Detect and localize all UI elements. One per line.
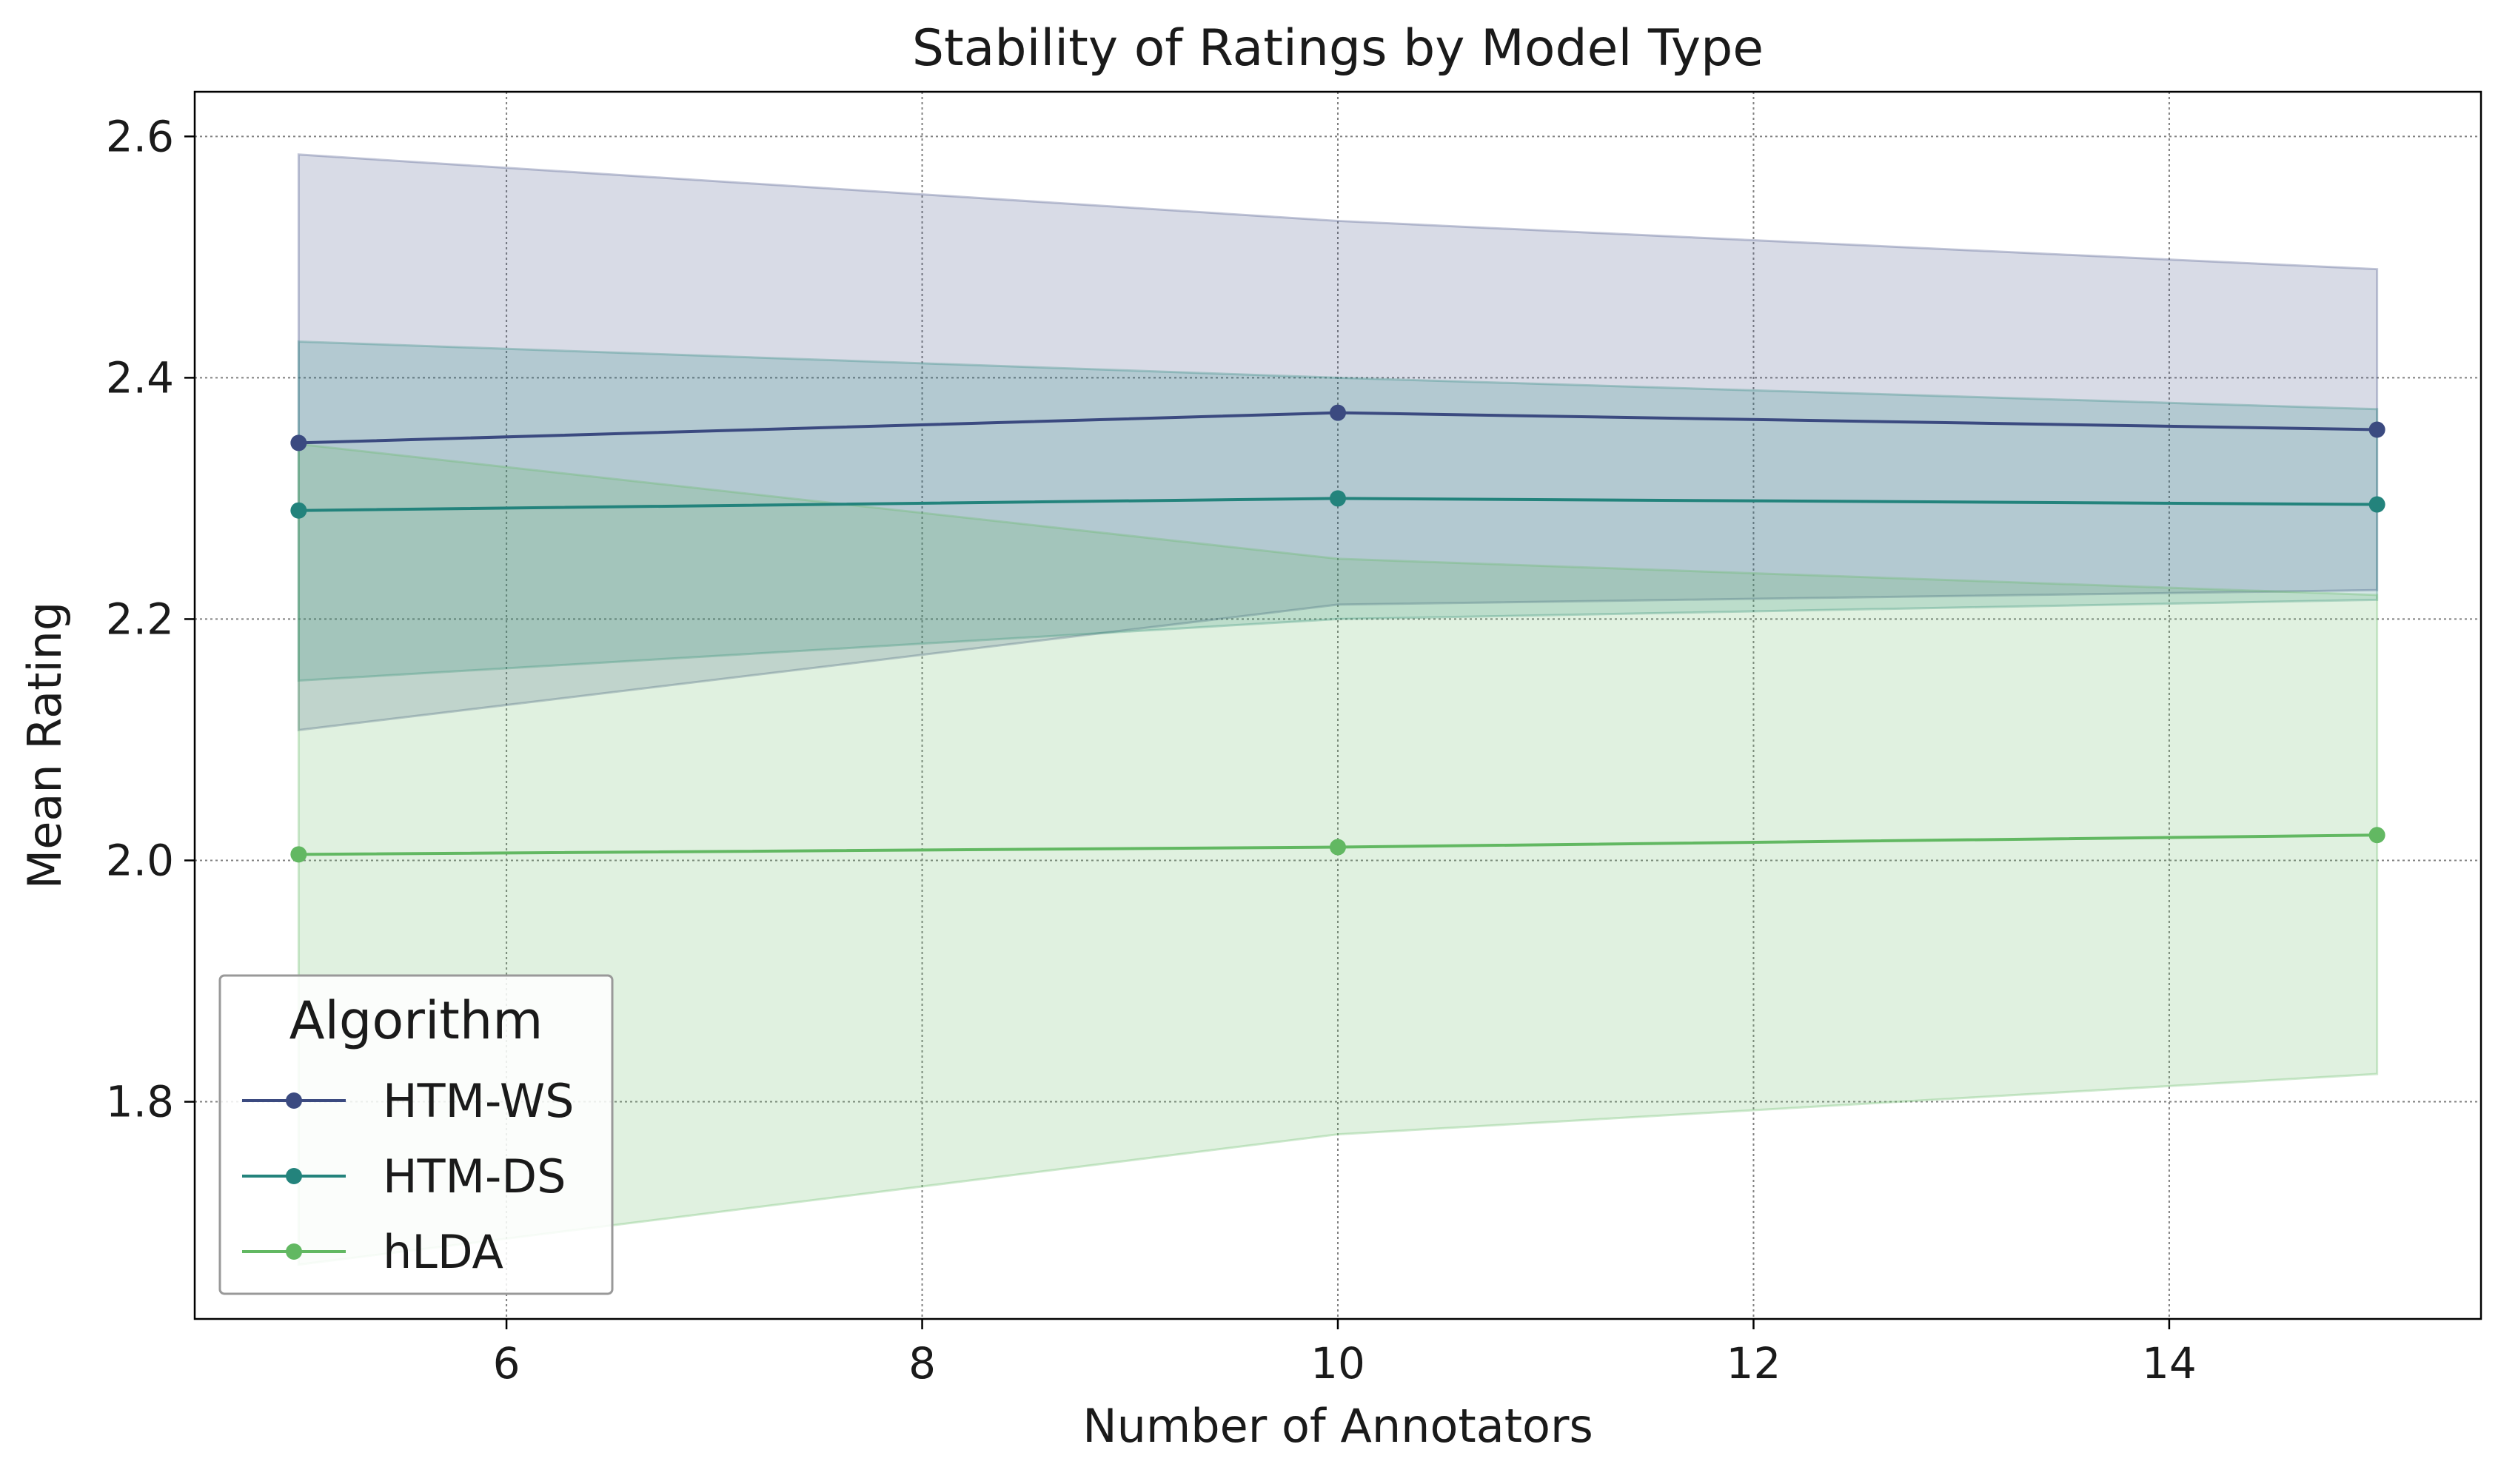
legend-label-htm-ds: HTM-DS — [383, 1149, 566, 1203]
legend-box — [218, 974, 614, 1295]
legend-title: Algorithm — [289, 990, 543, 1051]
chart-title: Stability of Ratings by Model Type — [912, 19, 1764, 78]
plot-frame — [193, 90, 2482, 1320]
legend-marker-htm-ds — [286, 1168, 302, 1184]
y-tick-label: 2.6 — [106, 111, 174, 161]
hlda-point — [1330, 839, 1346, 856]
legend-label-htm-ws: HTM-WS — [383, 1074, 575, 1128]
hlda-point — [290, 846, 307, 863]
x-tick-label: 14 — [2142, 1338, 2197, 1389]
x-tick-label: 12 — [1727, 1338, 1781, 1389]
x-tick-label: 8 — [908, 1338, 936, 1389]
htm-ds-band — [297, 340, 2379, 682]
hlda-point — [2368, 827, 2385, 844]
series-points — [290, 404, 2385, 863]
y-tick-label: 1.8 — [106, 1077, 174, 1127]
y-axis-ticks: 1.8 2.0 2.2 2.4 2.6 — [106, 111, 195, 1127]
htm-ws-point — [2368, 421, 2385, 438]
legend-label-hlda: hLDA — [383, 1225, 503, 1279]
htm-ds-point — [2368, 496, 2385, 513]
legend-items: HTM-WS HTM-DS hLDA — [242, 1074, 575, 1279]
y-tick-label: 2.2 — [106, 594, 174, 644]
legend-marker-hlda — [286, 1243, 302, 1260]
legend-marker-htm-ws — [286, 1092, 302, 1109]
y-tick-label: 2.4 — [106, 352, 174, 403]
legend: Algorithm HTM-WS HTM-DS hLDA — [218, 974, 614, 1295]
y-axis-label: Mean Rating — [18, 602, 72, 890]
x-tick-label: 10 — [1310, 1338, 1365, 1389]
y-tick-label: 2.0 — [106, 835, 174, 885]
htm-ds-point — [290, 502, 307, 519]
htm-ds-point — [1330, 490, 1346, 507]
htm-ws-point — [1330, 404, 1346, 421]
htm-ws-point — [290, 434, 307, 451]
htm-ws-band — [297, 153, 2379, 732]
x-tick-label: 6 — [493, 1338, 520, 1389]
x-axis-ticks: 6 8 10 12 14 — [493, 1319, 2197, 1389]
x-axis-label: Number of Annotators — [1082, 1399, 1593, 1453]
